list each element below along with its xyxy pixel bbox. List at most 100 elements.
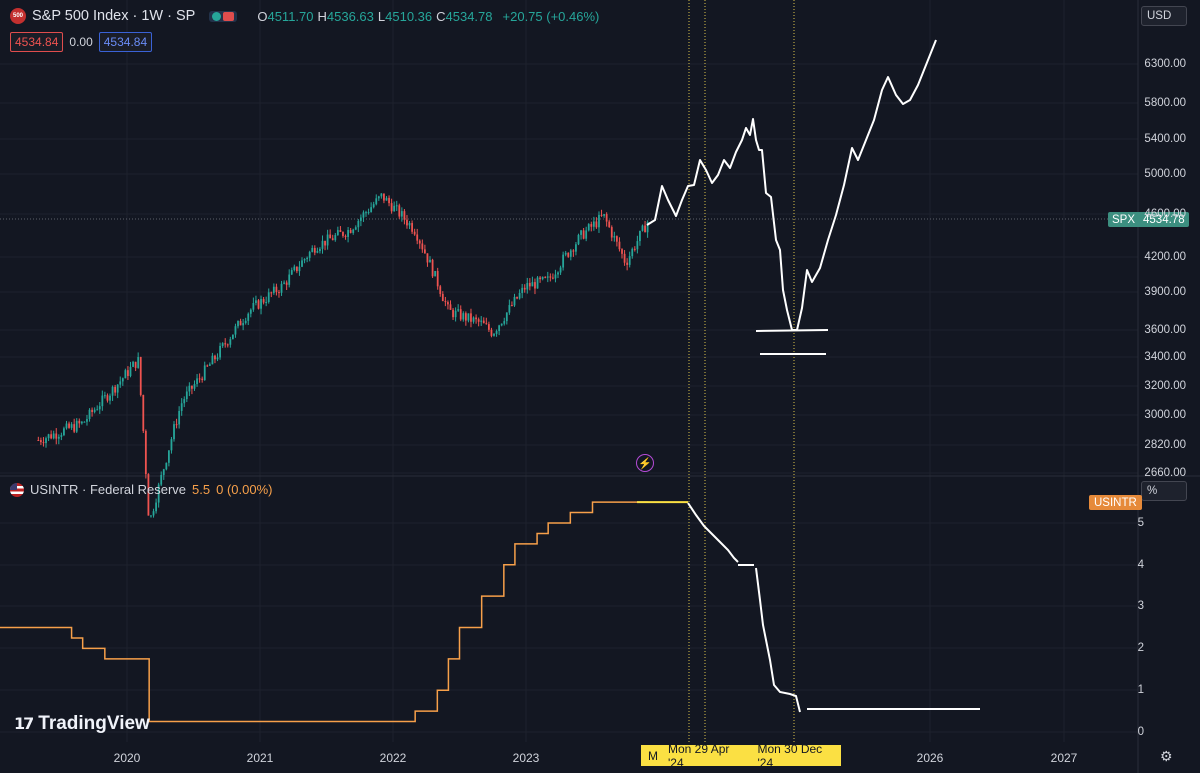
candle bbox=[551, 277, 554, 279]
candle bbox=[477, 319, 480, 322]
candle bbox=[380, 193, 383, 197]
candle bbox=[316, 251, 319, 253]
candle bbox=[336, 230, 339, 236]
candle bbox=[224, 343, 227, 345]
candle bbox=[454, 310, 457, 318]
candle bbox=[83, 421, 86, 423]
candle bbox=[508, 305, 511, 313]
candle bbox=[377, 196, 380, 199]
ohlc-values: O 4511.70 H 4536.63 L 4510.36 C 4534.78 bbox=[253, 9, 492, 24]
candle bbox=[262, 299, 265, 303]
candle bbox=[426, 253, 429, 263]
currency-selector[interactable]: USD bbox=[1141, 6, 1187, 26]
ohlc-key: C bbox=[436, 8, 446, 24]
candle bbox=[183, 399, 186, 404]
candle bbox=[65, 423, 68, 429]
candle bbox=[411, 223, 413, 232]
candle bbox=[42, 442, 45, 444]
candle bbox=[278, 292, 280, 294]
candle bbox=[590, 224, 593, 227]
rate-tick: 3 bbox=[1137, 600, 1144, 612]
candle bbox=[557, 272, 559, 275]
candle bbox=[434, 271, 437, 277]
candle bbox=[549, 276, 552, 278]
candle bbox=[237, 320, 239, 327]
buy-price-button[interactable]: 4534.84 bbox=[98, 32, 153, 52]
candle bbox=[342, 231, 344, 236]
lightning-icon[interactable]: ⚡ bbox=[636, 454, 654, 472]
candle bbox=[326, 234, 329, 246]
candle bbox=[188, 385, 191, 392]
candle bbox=[321, 240, 324, 249]
ohlc-key: L bbox=[377, 8, 386, 24]
candle bbox=[147, 474, 150, 516]
candle bbox=[73, 424, 76, 432]
candle bbox=[127, 370, 129, 376]
forecast-drawings[interactable] bbox=[646, 39, 980, 713]
candle bbox=[257, 300, 260, 309]
candle bbox=[267, 292, 270, 303]
price-change: +20.75 (+0.46%) bbox=[502, 8, 600, 24]
candle bbox=[275, 286, 278, 293]
price-tick: 5000.00 bbox=[1144, 168, 1186, 180]
candle bbox=[423, 249, 426, 254]
candle bbox=[495, 331, 498, 334]
candle bbox=[577, 234, 580, 245]
candle bbox=[598, 214, 600, 228]
indicator-legend[interactable]: USINTR · Federal Reserve 5.5 0 (0.00%) bbox=[10, 482, 273, 497]
candle bbox=[270, 292, 273, 294]
market-status-icon[interactable] bbox=[209, 10, 238, 22]
tradingview-logo[interactable]: 𝟭𝟳 TradingView bbox=[14, 713, 150, 735]
candle bbox=[449, 304, 452, 310]
candle bbox=[165, 462, 168, 470]
candle bbox=[114, 386, 117, 393]
candle bbox=[293, 266, 296, 271]
candle bbox=[564, 252, 567, 255]
time-tick: 2026 bbox=[916, 751, 944, 765]
candle bbox=[52, 433, 55, 439]
candle bbox=[352, 229, 355, 233]
candle bbox=[57, 436, 60, 439]
candle bbox=[605, 214, 608, 222]
candle bbox=[78, 420, 81, 424]
candle bbox=[621, 249, 623, 254]
candle bbox=[306, 257, 309, 260]
unit-selector[interactable]: % bbox=[1141, 481, 1187, 501]
candle bbox=[531, 282, 534, 287]
candle bbox=[226, 344, 229, 346]
sell-price-button[interactable]: 4534.84 bbox=[10, 32, 64, 52]
price-tick: 2660.00 bbox=[1144, 467, 1186, 479]
candle bbox=[582, 230, 585, 239]
candle bbox=[487, 324, 490, 330]
rate-tick: 1 bbox=[1137, 684, 1144, 696]
candle bbox=[75, 420, 78, 432]
candle bbox=[86, 419, 88, 422]
candle bbox=[160, 474, 163, 485]
us-flag-icon bbox=[10, 482, 24, 497]
candle bbox=[311, 247, 314, 252]
price-tag-symbol: SPX bbox=[1112, 213, 1136, 226]
candle bbox=[173, 424, 175, 440]
candle bbox=[96, 409, 99, 411]
crosshair-label-second: Mon 30 Dec '24 bbox=[757, 741, 823, 770]
candle bbox=[354, 227, 357, 230]
candle bbox=[572, 250, 575, 252]
candle bbox=[285, 282, 288, 285]
indicator-label: USINTR · Federal Reserve bbox=[30, 482, 187, 497]
candle bbox=[610, 227, 613, 238]
candle bbox=[60, 435, 63, 437]
candle bbox=[562, 254, 565, 268]
candle bbox=[334, 235, 337, 241]
candle bbox=[68, 423, 70, 428]
ohlc-key: H bbox=[317, 8, 327, 24]
candle bbox=[221, 343, 224, 346]
price-tag-value: 4534.78 bbox=[1143, 213, 1185, 226]
gear-icon[interactable]: ⚙ bbox=[1160, 748, 1173, 764]
candle bbox=[178, 410, 181, 425]
candle bbox=[206, 365, 209, 367]
candle bbox=[308, 251, 311, 258]
candle bbox=[470, 313, 472, 322]
candle bbox=[242, 323, 245, 326]
symbol-title[interactable]: S&P 500 Index · 1W · SP bbox=[32, 8, 196, 24]
